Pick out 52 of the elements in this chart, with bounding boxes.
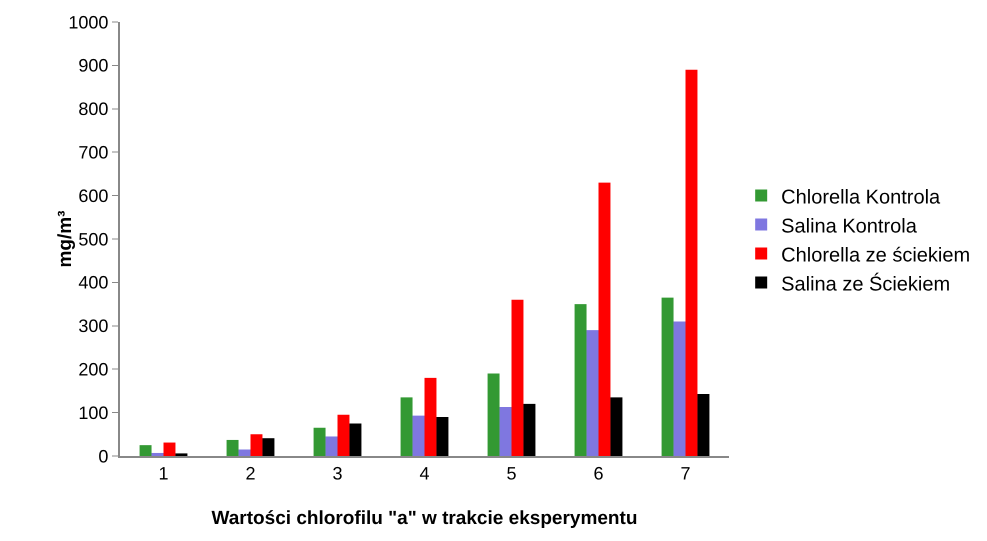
y-tick-label: 700: [78, 142, 108, 162]
bar: [424, 378, 436, 456]
y-tick-label: 600: [78, 186, 108, 206]
bar: [400, 397, 413, 456]
legend-label: Salina ze Ściekiem: [781, 272, 950, 296]
bar: [500, 406, 512, 456]
bar: [175, 453, 188, 456]
x-axis-title: Wartości chlorofilu "a" w trakcie eksperymentu: [212, 508, 638, 529]
y-axis-title: mg/m³: [55, 210, 76, 268]
y-tick-label: 1000: [68, 12, 108, 32]
x-tick-label: 7: [680, 464, 691, 484]
legend-label: Chlorella Kontrola: [781, 186, 942, 208]
bar: [512, 300, 524, 456]
bar: [238, 449, 250, 456]
x-tick-label: 4: [419, 464, 430, 484]
bar: [250, 434, 262, 456]
bar: [686, 70, 698, 456]
bar: [164, 442, 176, 456]
y-tick-label: 300: [78, 316, 108, 336]
bar: [140, 445, 152, 456]
bar: [338, 414, 350, 456]
x-tick-label: 5: [506, 464, 517, 484]
bar: [598, 182, 610, 456]
x-tick-label: 3: [332, 464, 343, 484]
bar: [226, 440, 239, 456]
bar: [349, 423, 362, 456]
y-tick-label: 800: [78, 99, 108, 120]
y-tick-label: 500: [78, 229, 108, 250]
bar: [697, 394, 710, 456]
bar: [586, 330, 598, 456]
y-tick-label: 900: [78, 56, 108, 76]
bar: [152, 452, 164, 456]
bar: [412, 416, 424, 456]
bar: [662, 298, 674, 456]
legend-label: Salina Kontrola: [781, 215, 918, 238]
y-tick-label: 400: [78, 272, 108, 293]
bar: [436, 416, 448, 456]
legend-label: Chlorella ze ściekiem: [781, 244, 970, 266]
bar: [674, 321, 686, 456]
bar: [314, 428, 326, 456]
bar: [610, 397, 622, 456]
bar: [574, 304, 587, 456]
x-tick-label: 1: [158, 464, 169, 484]
y-tick-label: 200: [78, 360, 108, 380]
y-tick-label: 0: [98, 446, 108, 466]
bar: [488, 374, 500, 456]
bar: [262, 438, 274, 456]
x-tick-label: 6: [593, 464, 604, 484]
bar: [523, 404, 536, 456]
x-tick-label: 2: [245, 464, 256, 484]
bar: [326, 436, 338, 456]
y-tick-label: 100: [78, 402, 108, 423]
